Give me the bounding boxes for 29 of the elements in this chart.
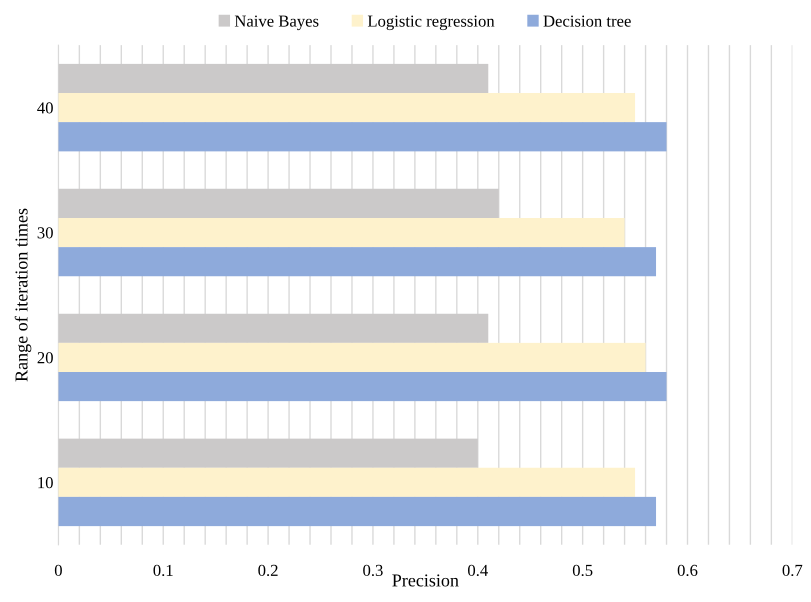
x-tick-label: 0.3 — [363, 564, 383, 576]
bar — [58, 93, 636, 122]
y-tick-label: 10 — [38, 477, 53, 488]
x-tick-label: 0.6 — [678, 564, 698, 576]
bar — [58, 438, 478, 468]
bar — [58, 122, 667, 152]
y-tick-label: 40 — [37, 102, 53, 114]
x-tick-label: 0.1 — [153, 564, 173, 576]
x-axis-title: Precision — [392, 574, 459, 587]
legend-label: Decision tree — [543, 16, 631, 27]
bar — [58, 314, 488, 343]
bar — [58, 247, 656, 276]
x-tick-label: 0.7 — [782, 564, 802, 576]
y-tick-label: 30 — [38, 227, 53, 238]
y-axis-title: Range of iteration times — [14, 208, 32, 382]
bar — [58, 468, 636, 497]
legend-label: Naive Bayes — [234, 16, 318, 30]
legend-label: Logistic regression — [368, 16, 494, 30]
bar — [58, 342, 646, 372]
y-tick-label: 20 — [38, 352, 53, 364]
x-tick-label: 0.4 — [468, 564, 488, 576]
bar — [58, 372, 667, 402]
x-tick-label: 0.2 — [258, 564, 278, 576]
bar — [58, 496, 656, 526]
x-tick-label: 0 — [54, 564, 62, 576]
bar — [58, 64, 488, 94]
bar — [58, 188, 499, 218]
x-tick-label: 0.5 — [572, 564, 592, 576]
bar — [58, 218, 625, 248]
